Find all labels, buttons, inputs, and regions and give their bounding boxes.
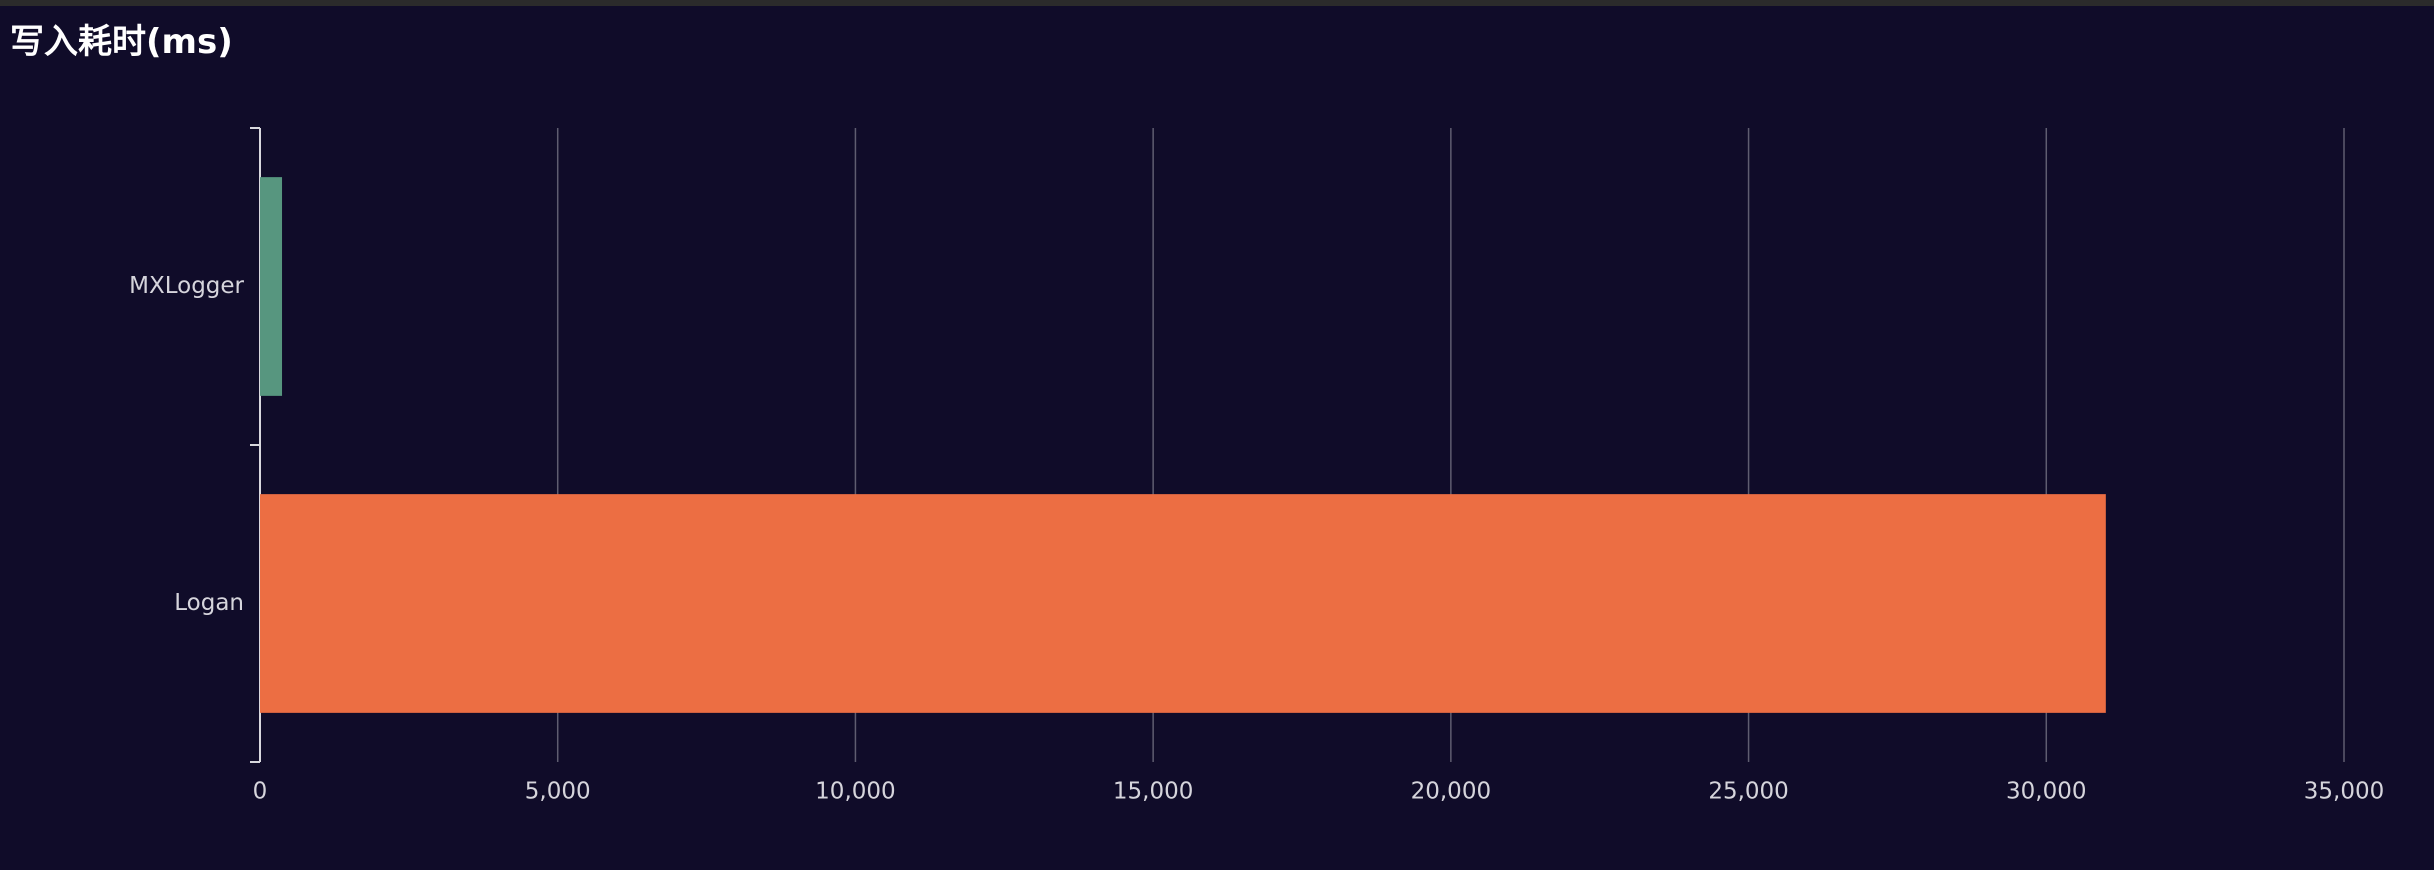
bar-mxlogger[interactable] bbox=[260, 177, 283, 396]
x-tick-label: 10,000 bbox=[815, 779, 895, 805]
y-category-label: Logan bbox=[174, 590, 244, 616]
x-tick-label: 0 bbox=[253, 779, 268, 805]
bar-logan[interactable] bbox=[260, 494, 2106, 713]
top-border bbox=[0, 0, 2434, 6]
chart-title: 写入耗时(ms) bbox=[10, 22, 233, 62]
x-tick-label: 5,000 bbox=[525, 779, 591, 805]
x-tick-label: 25,000 bbox=[1708, 779, 1788, 805]
y-category-label: MXLogger bbox=[129, 273, 244, 299]
x-tick-label: 30,000 bbox=[2006, 779, 2086, 805]
x-tick-label: 35,000 bbox=[2304, 779, 2384, 805]
x-tick-label: 15,000 bbox=[1113, 779, 1193, 805]
x-tick-label: 20,000 bbox=[1411, 779, 1491, 805]
